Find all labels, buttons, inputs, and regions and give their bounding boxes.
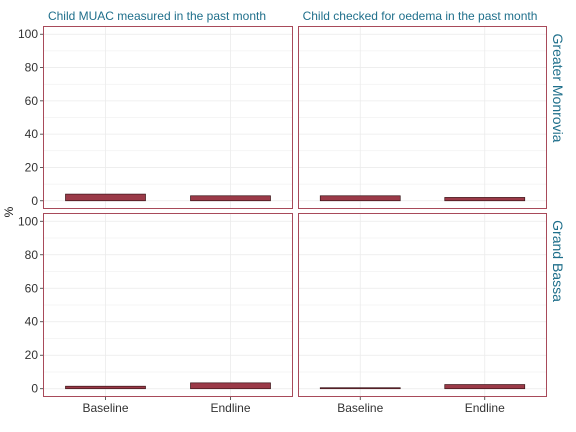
bar-0-0-baseline — [65, 193, 146, 202]
y-tick-label-r1-4: 80 — [25, 248, 39, 262]
y-tick-label-r1-5: 100 — [18, 214, 38, 228]
bar-1-1-baseline — [319, 387, 401, 390]
y-tick-label-r0-4: 80 — [25, 61, 39, 75]
bar-1-1-endline — [444, 384, 526, 390]
panels: 0 20 40 60 80 100 0 20 40 60 80 100 Baseline Endline B… — [18, 26, 547, 415]
y-tick-label-r1-1: 20 — [25, 348, 39, 362]
bar-1-0-baseline — [65, 385, 146, 390]
y-tick-label-r1-2: 40 — [25, 315, 39, 329]
bar-1-0-endline — [190, 382, 271, 390]
column-strip-1: Child MUAC measured in the past month — [48, 9, 266, 23]
x-tick-label-c1-1: Endline — [465, 401, 505, 415]
panel-border-2 — [43, 213, 293, 397]
y-tick-label-r1-0: 0 — [31, 382, 38, 396]
bar-0-0-endline — [190, 195, 271, 202]
y-tick-label-r0-5: 100 — [18, 27, 38, 41]
y-tick-label-r0-1: 20 — [25, 160, 39, 174]
row-strip-2: Grand Bassa — [550, 220, 566, 302]
column-strip-2: Child checked for oedema in the past mon… — [303, 9, 538, 23]
y-axis-label: % — [2, 206, 16, 217]
panel-border-3 — [298, 213, 547, 397]
panel-border-0 — [43, 26, 293, 209]
bar-0-1-baseline — [319, 195, 401, 202]
y-tick-label-r1-3: 60 — [25, 281, 39, 295]
y-tick-label-r0-3: 60 — [25, 94, 39, 108]
x-tick-label-c0-1: Endline — [210, 401, 250, 415]
y-tick-label-r0-0: 0 — [31, 194, 38, 208]
x-tick-label-c1-0: Baseline — [337, 401, 383, 415]
bar-0-1-endline — [444, 197, 526, 202]
panel-border-1 — [298, 26, 547, 209]
x-tick-label-c0-0: Baseline — [82, 401, 128, 415]
y-tick-label-r0-2: 40 — [25, 127, 39, 141]
row-strip-1: Greater Monrovia — [550, 34, 566, 143]
